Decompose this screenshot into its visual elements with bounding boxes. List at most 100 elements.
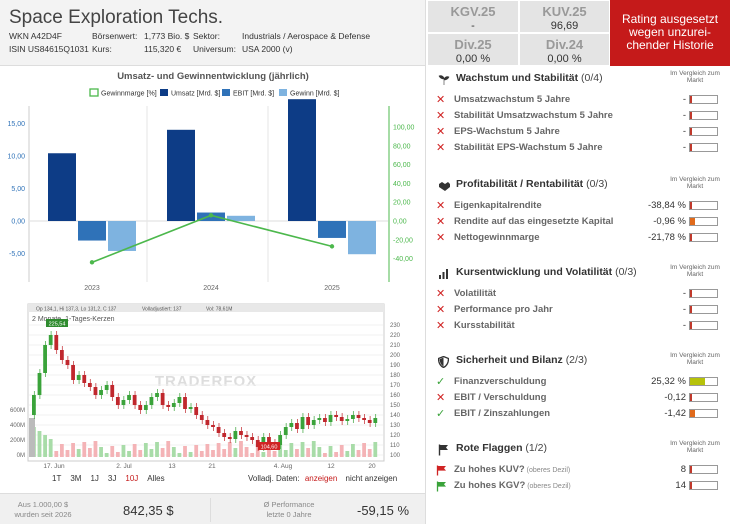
- volume-bar: [194, 445, 199, 457]
- section-title[interactable]: Sicherheit und Bilanz (2/3): [456, 354, 587, 366]
- volume-bar: [43, 435, 47, 457]
- price-tick-label: 110: [390, 443, 400, 449]
- criterion-label[interactable]: Stabilität Umsatzwachstum 5 Jahre: [454, 110, 613, 121]
- flag-icon: [438, 443, 449, 461]
- criterion-value: 14: [675, 480, 686, 491]
- criterion-label-text: Eigenkapitalrendite: [454, 200, 542, 211]
- criterion-label[interactable]: Zu hohes KUV? (oberes Dezil): [454, 464, 570, 475]
- performance-caption-2: letzte 0 Jahre: [266, 510, 312, 519]
- criterion-label[interactable]: Zu hohes KGV? (oberes Dezil): [454, 480, 571, 491]
- volume-bar: [216, 443, 221, 457]
- handshake-icon: [438, 179, 451, 197]
- volume-bar: [362, 443, 367, 457]
- kpi-div25-value: 0,00 %: [455, 53, 491, 65]
- section-title[interactable]: Profitabilität / Rentabilität (0/3): [456, 178, 608, 190]
- kpi-kgv25: KGV.25 -: [427, 0, 519, 33]
- volume-bar: [82, 442, 87, 457]
- volume-bar: [65, 450, 70, 457]
- market-comparison-fill: [690, 394, 693, 401]
- left-tick-label: 0,00: [11, 219, 25, 226]
- volume-bar: [155, 442, 159, 457]
- sektor-value: Industrials / Aerospace & Defense: [242, 31, 371, 41]
- candle-body: [250, 437, 255, 440]
- candle-body: [339, 417, 344, 421]
- price-tick-label: 170: [390, 383, 401, 389]
- investment-caption: Aus 1.000,00 $ wurden seit 2026: [5, 500, 81, 520]
- revenue-chart-panel: [0, 66, 426, 296]
- criterion-label[interactable]: Stabilität EPS-Wachstum 5 Jahre: [454, 142, 603, 153]
- kpi-div24-title: Div.24: [545, 37, 584, 52]
- volume-bar: [373, 442, 378, 457]
- criterion-label[interactable]: Kursstabilität: [454, 320, 515, 331]
- criterion-label[interactable]: Nettogewinnmarge: [454, 232, 540, 243]
- market-comparison-fill: [690, 128, 693, 135]
- left-tick-label: 10,00: [7, 153, 25, 160]
- criterion-label-text: EPS-Wachstum 5 Jahre: [454, 126, 560, 137]
- price-tick-label: 220: [390, 333, 401, 339]
- criterion-label-text: Zu hohes KGV?: [454, 480, 526, 491]
- market-comparison-fill: [690, 290, 693, 297]
- range-10j-button[interactable]: 10J: [125, 474, 139, 483]
- volume-bar: [99, 447, 103, 457]
- range-1t-button[interactable]: 1T: [52, 474, 62, 483]
- year-label-2025: 2025: [324, 285, 340, 292]
- range-1j-button[interactable]: 1J: [90, 474, 99, 483]
- section-title[interactable]: Wachstum und Stabilität (0/4): [456, 72, 603, 84]
- criterion-label[interactable]: Eigenkapitalrendite: [454, 200, 542, 211]
- cross-icon: ✕: [436, 94, 446, 106]
- volume-bar: [233, 448, 238, 457]
- market-comparison-fill: [690, 378, 705, 385]
- candle-body: [37, 373, 42, 395]
- volume-bar: [328, 446, 333, 457]
- right-tick-label: 0,00: [393, 219, 407, 226]
- range-3m-button[interactable]: 3M: [70, 474, 82, 483]
- performance-caption: Ø Performance letzte 0 Jahre: [247, 500, 331, 520]
- criterion-label-text: Zu hohes KUV?: [454, 464, 525, 475]
- criterion-label-text: Umsatzwachstum 5 Jahre: [454, 94, 571, 105]
- price-tick-label: 190: [390, 363, 401, 369]
- volume-bar: [244, 447, 249, 457]
- volume-bar: [54, 451, 59, 457]
- volume-bar: [48, 439, 53, 457]
- candle-body: [188, 407, 193, 409]
- period-label: 2 Monate, 1-Tages-Kerzen: [32, 316, 115, 323]
- criterion-value: -1,42: [664, 408, 686, 419]
- universum-key: Universum:: [193, 44, 236, 54]
- criterion-label-text: Stabilität Umsatzwachstum 5 Jahre: [454, 110, 613, 121]
- market-comparison-fill: [690, 96, 693, 103]
- criterion-label[interactable]: EBIT / Zinszahlungen: [454, 408, 550, 419]
- revenue-bar: [288, 99, 316, 221]
- market-comparison-label: Im Vergleich zum Markt: [670, 440, 720, 454]
- volume-bar: [239, 441, 243, 457]
- criterion-label-text: Volatilität: [454, 288, 497, 299]
- right-tick-label: 100,00: [393, 125, 415, 132]
- criterion-value: -21,78 %: [647, 232, 686, 243]
- criterion-label[interactable]: EBIT / Verschuldung: [454, 392, 546, 403]
- criterion-label[interactable]: Umsatzwachstum 5 Jahre: [454, 94, 570, 105]
- hide-volladj-link[interactable]: nicht anzeigen: [345, 474, 398, 483]
- show-volladj-link[interactable]: anzeigen: [304, 474, 338, 483]
- criterion-label[interactable]: EPS-Wachstum 5 Jahre: [454, 126, 560, 137]
- range-alles-button[interactable]: Alles: [147, 474, 165, 483]
- criterion-value: -0,12: [664, 392, 686, 403]
- ebit-bar: [318, 221, 346, 238]
- section-title[interactable]: Kursentwicklung und Volatilität (0/3): [456, 266, 637, 278]
- market-comparison-bar: [689, 289, 718, 298]
- candle-body: [244, 435, 249, 437]
- section-title[interactable]: Rote Flaggen (1/2): [456, 442, 547, 454]
- volume-bar: [267, 445, 271, 457]
- price-chart[interactable]: Op 134,1, Hi 137,3, Lo 131,2, C 137 Voll…: [0, 300, 426, 472]
- candle-body: [93, 387, 98, 395]
- candle-body: [317, 418, 322, 420]
- criterion-label[interactable]: Finanzverschuldung: [454, 376, 546, 387]
- date-tick-label: 20: [368, 463, 376, 470]
- section-title-text: Sicherheit und Bilanz: [456, 354, 566, 366]
- range-3j-button[interactable]: 3J: [107, 474, 117, 483]
- volume-tick-label: 600M: [10, 408, 25, 414]
- criterion-label[interactable]: Rendite auf das eingesetzte Kapital: [454, 216, 613, 227]
- performance-caption-1: Ø Performance: [263, 500, 315, 509]
- criterion-label[interactable]: Performance pro Jahr: [454, 304, 553, 315]
- volume-bar: [138, 450, 143, 457]
- candle-body: [211, 425, 215, 427]
- criterion-label[interactable]: Volatilität: [454, 288, 496, 299]
